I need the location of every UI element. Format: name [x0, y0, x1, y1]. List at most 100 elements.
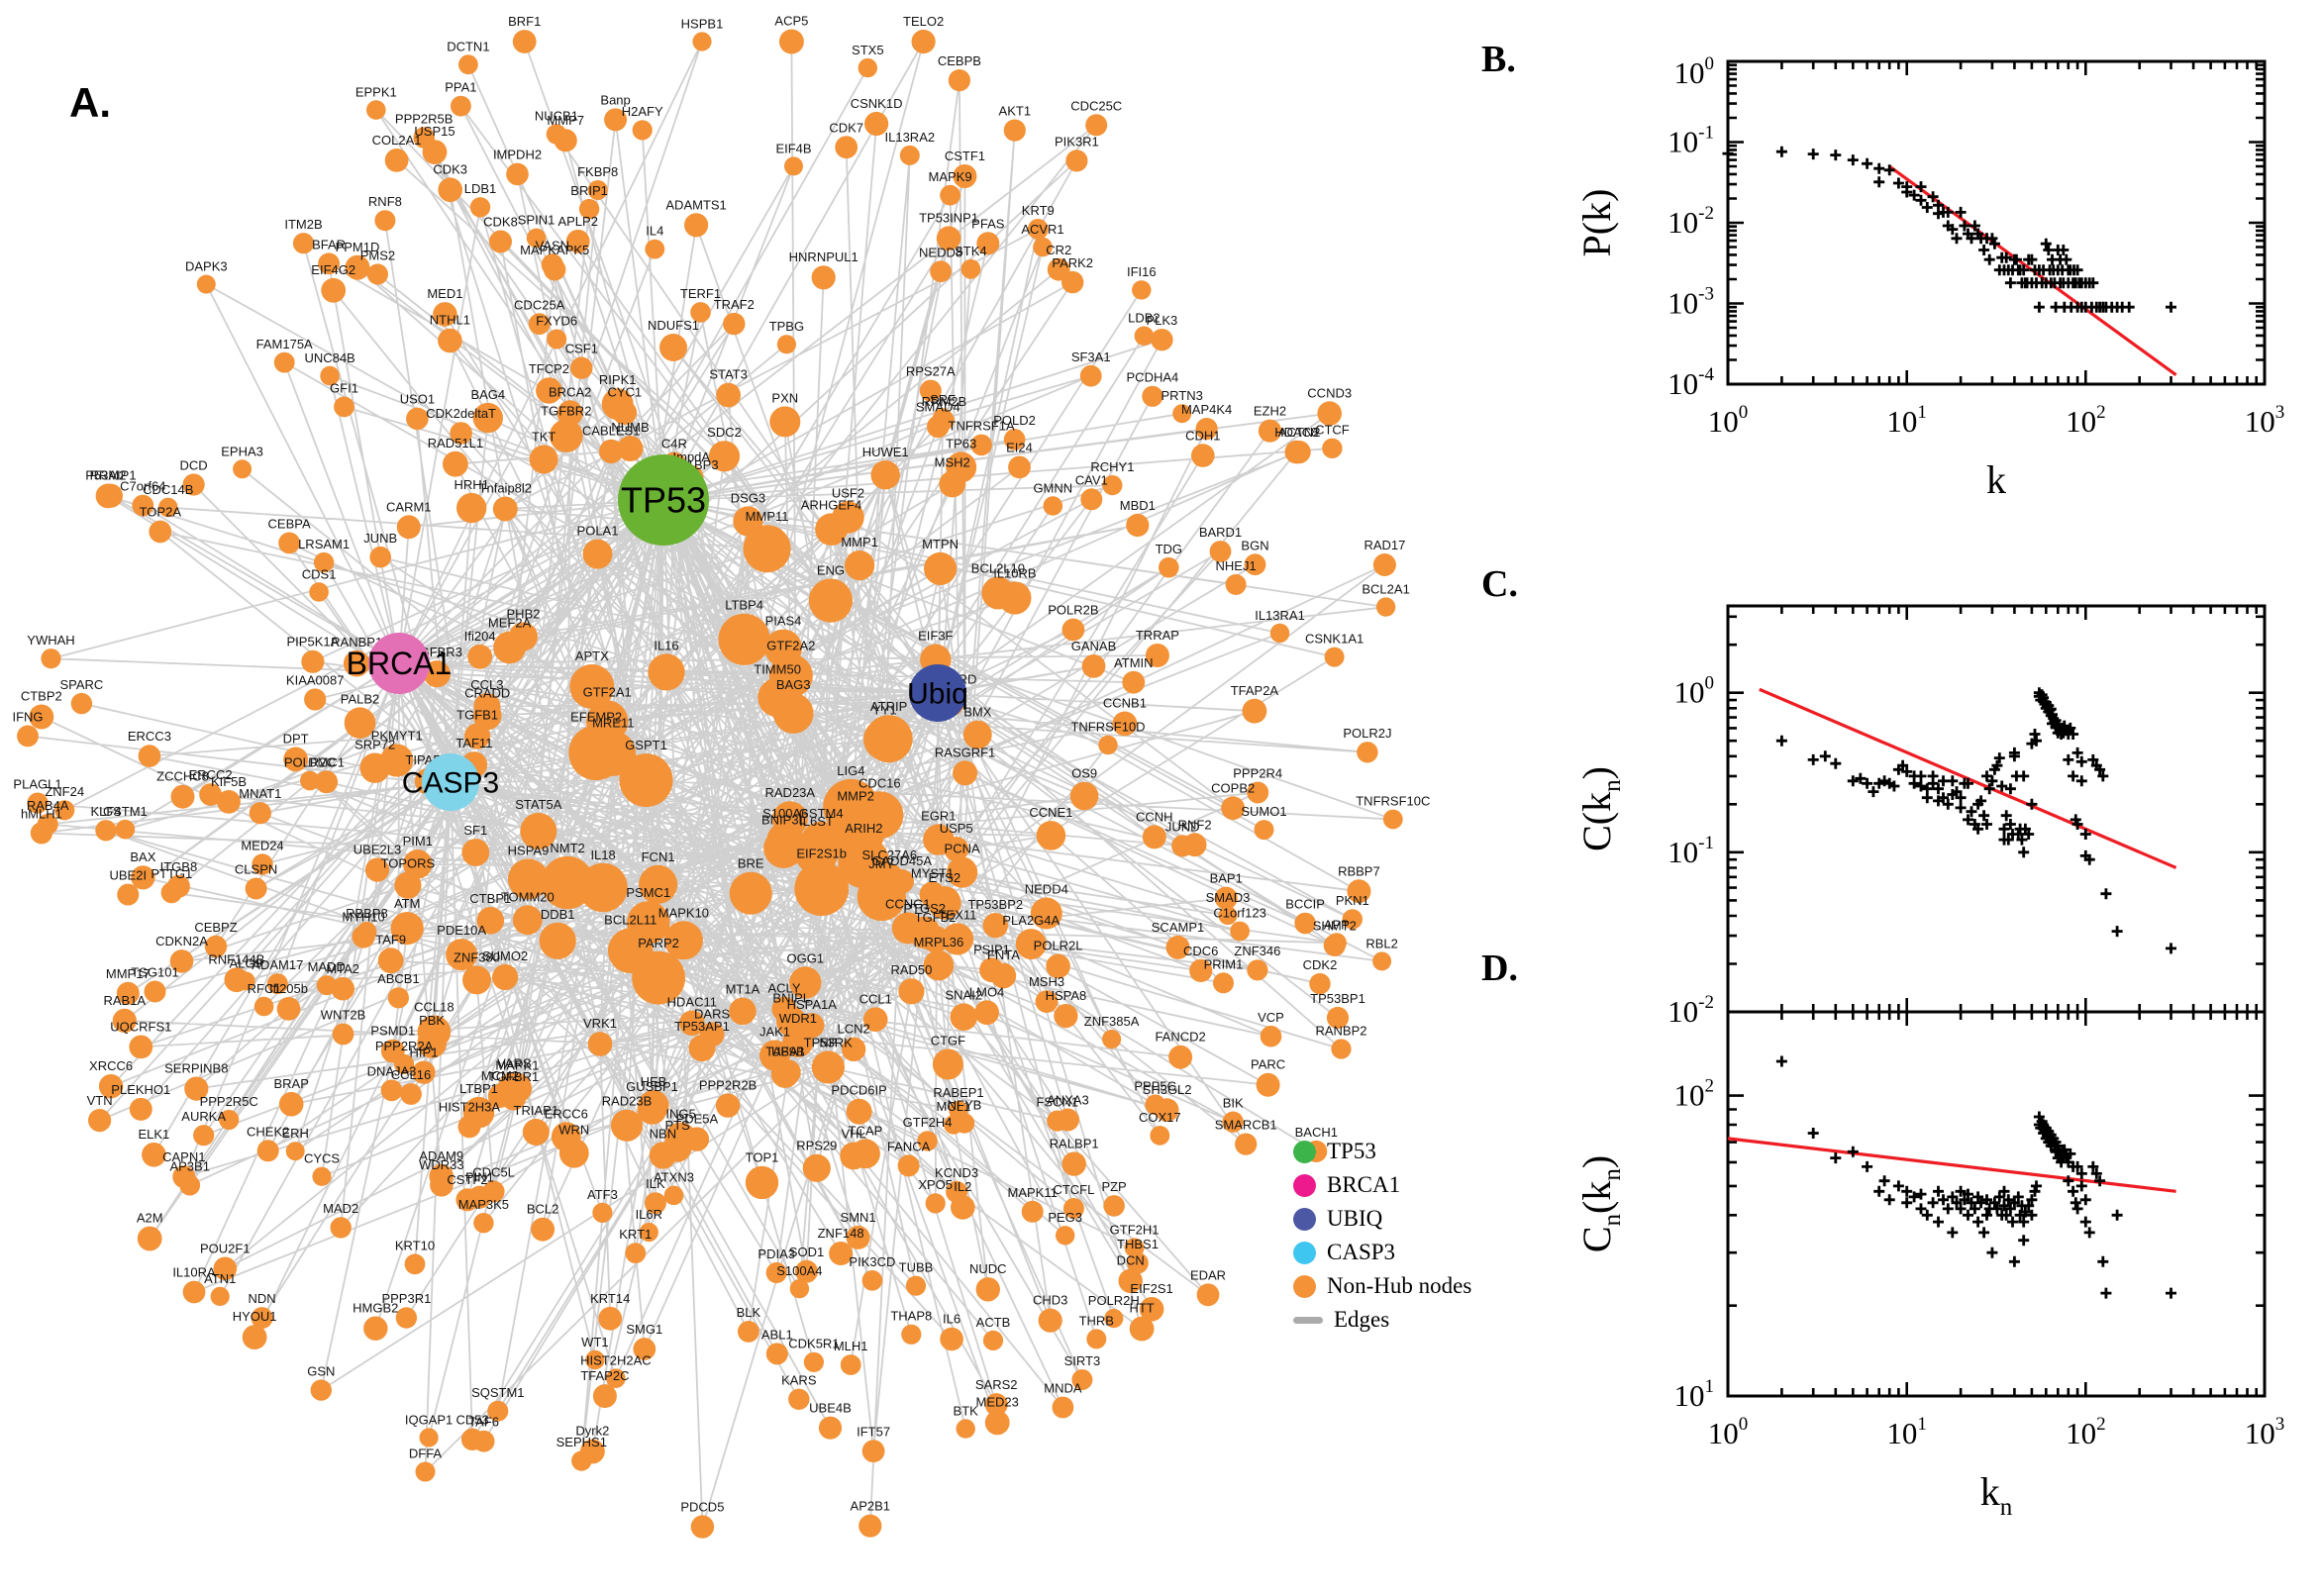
network-node — [406, 407, 429, 431]
network-node — [950, 1003, 978, 1031]
network-node — [648, 653, 685, 691]
network-node — [984, 1410, 1010, 1436]
node-label: RIPK1 — [599, 372, 637, 387]
node-label: PBK — [419, 1013, 445, 1028]
node-label: DCD — [180, 457, 208, 472]
node-label: SRF — [930, 392, 956, 407]
network-node — [1218, 906, 1238, 926]
network-node — [940, 184, 960, 206]
node-label: MCM2 — [481, 1068, 519, 1083]
network-node — [639, 1223, 658, 1243]
ppi-network-figure: TP53RKKIAA0087THAP8CDC14BTAF9BBanpImpdAA… — [12, 14, 1430, 1539]
node-label: TUBB — [899, 1260, 934, 1275]
node-label: VCP — [1258, 1010, 1284, 1025]
network-node — [70, 692, 93, 715]
hub-node-tp53 — [618, 454, 709, 546]
node-label: ACVR1 — [1021, 222, 1063, 237]
node-label: MAPK11 — [1008, 1185, 1058, 1200]
plot-frame — [1726, 604, 2267, 1014]
network-node — [699, 1022, 725, 1047]
node-label: COL2A1 — [372, 133, 422, 148]
node-label: GMNN — [1033, 480, 1072, 495]
network-node — [193, 1125, 215, 1147]
node-label: DFFA — [409, 1446, 443, 1461]
network-node — [846, 1098, 872, 1125]
node-label: NEDD8 — [919, 245, 962, 259]
network-node — [224, 967, 250, 993]
network-node — [320, 365, 340, 386]
network-node — [413, 127, 436, 149]
network-node — [944, 1115, 963, 1135]
network-node — [889, 869, 914, 894]
node-label: H2AFY — [622, 104, 663, 119]
network-node — [472, 701, 502, 731]
network-node — [172, 1165, 196, 1189]
network-node — [472, 402, 503, 434]
node-label: KRT1 — [619, 1227, 652, 1242]
network-node — [204, 935, 228, 958]
node-label: ATN1 — [204, 1271, 236, 1286]
node-label: BNIP3L — [761, 813, 806, 828]
panel-d-label: D. — [1481, 948, 1518, 989]
network-node — [400, 1083, 422, 1105]
node-label: MBD1 — [1120, 498, 1156, 513]
network-node — [1062, 1198, 1084, 1219]
node-label: HTT — [1129, 1301, 1154, 1316]
node-label: MRPL36 — [914, 935, 964, 949]
node-label: TFCP2 — [529, 361, 569, 376]
node-label: CHEK2 — [247, 1124, 289, 1139]
node-label: THRB — [1079, 1313, 1114, 1328]
network-node — [1191, 444, 1215, 467]
network-node — [363, 1316, 388, 1341]
network-node — [438, 328, 462, 353]
network-node — [585, 1349, 605, 1370]
node-label: SQSTM1 — [471, 1385, 524, 1400]
node-label: MAPK9 — [929, 169, 972, 184]
network-node — [315, 770, 339, 794]
node-swatch-icon — [1293, 1207, 1316, 1231]
network-node — [934, 409, 955, 431]
node-label: FSCN1 — [1036, 1094, 1078, 1109]
network-node — [132, 494, 154, 517]
network-node — [568, 725, 624, 781]
node-label: SMAD4 — [916, 400, 960, 415]
node-label: GTF2A1 — [583, 684, 632, 699]
network-node — [41, 648, 61, 669]
network-node — [252, 853, 273, 875]
node-label: TELO2 — [903, 14, 944, 29]
node-label: KRT14 — [590, 1291, 630, 1306]
node-label: IQGAP1 — [405, 1412, 453, 1427]
network-node — [1102, 475, 1123, 496]
network-node — [692, 32, 712, 51]
network-node — [1142, 825, 1166, 849]
network-node — [765, 1343, 788, 1365]
legend-label: Edges — [1334, 1307, 1390, 1332]
network-node — [492, 963, 519, 991]
node-label: BGN — [1241, 538, 1268, 552]
node-label: CD53 — [455, 1413, 488, 1428]
node-label: BRIP1 — [570, 183, 608, 198]
node-label: CDC5L — [472, 1165, 515, 1180]
network-node — [1225, 573, 1247, 595]
network-node — [1079, 364, 1102, 387]
node-label: CSTF2 — [447, 1172, 487, 1187]
node-label: BLK — [737, 1305, 761, 1320]
node-label: CDKN2A — [155, 934, 208, 948]
node-label: TP53INP1 — [919, 210, 978, 225]
node-label: CDC6 — [1183, 944, 1218, 958]
network-node — [979, 957, 1004, 983]
network-node — [690, 1515, 715, 1539]
network-node — [729, 871, 772, 915]
node-label: ERH — [281, 1126, 308, 1141]
node-label: IL6 — [943, 1312, 960, 1327]
node-label: XRCC6 — [89, 1058, 133, 1073]
node-label: UBA1 — [771, 1044, 805, 1058]
legend-item: UBIQ — [1293, 1202, 1471, 1236]
network-node — [1054, 1004, 1078, 1029]
network-node — [925, 1193, 946, 1214]
network-node — [251, 1307, 273, 1330]
node-label: HSPA9 — [508, 843, 550, 857]
node-label: PCDHA4 — [1127, 370, 1179, 385]
network-node — [864, 715, 913, 763]
network-node — [818, 1416, 843, 1440]
